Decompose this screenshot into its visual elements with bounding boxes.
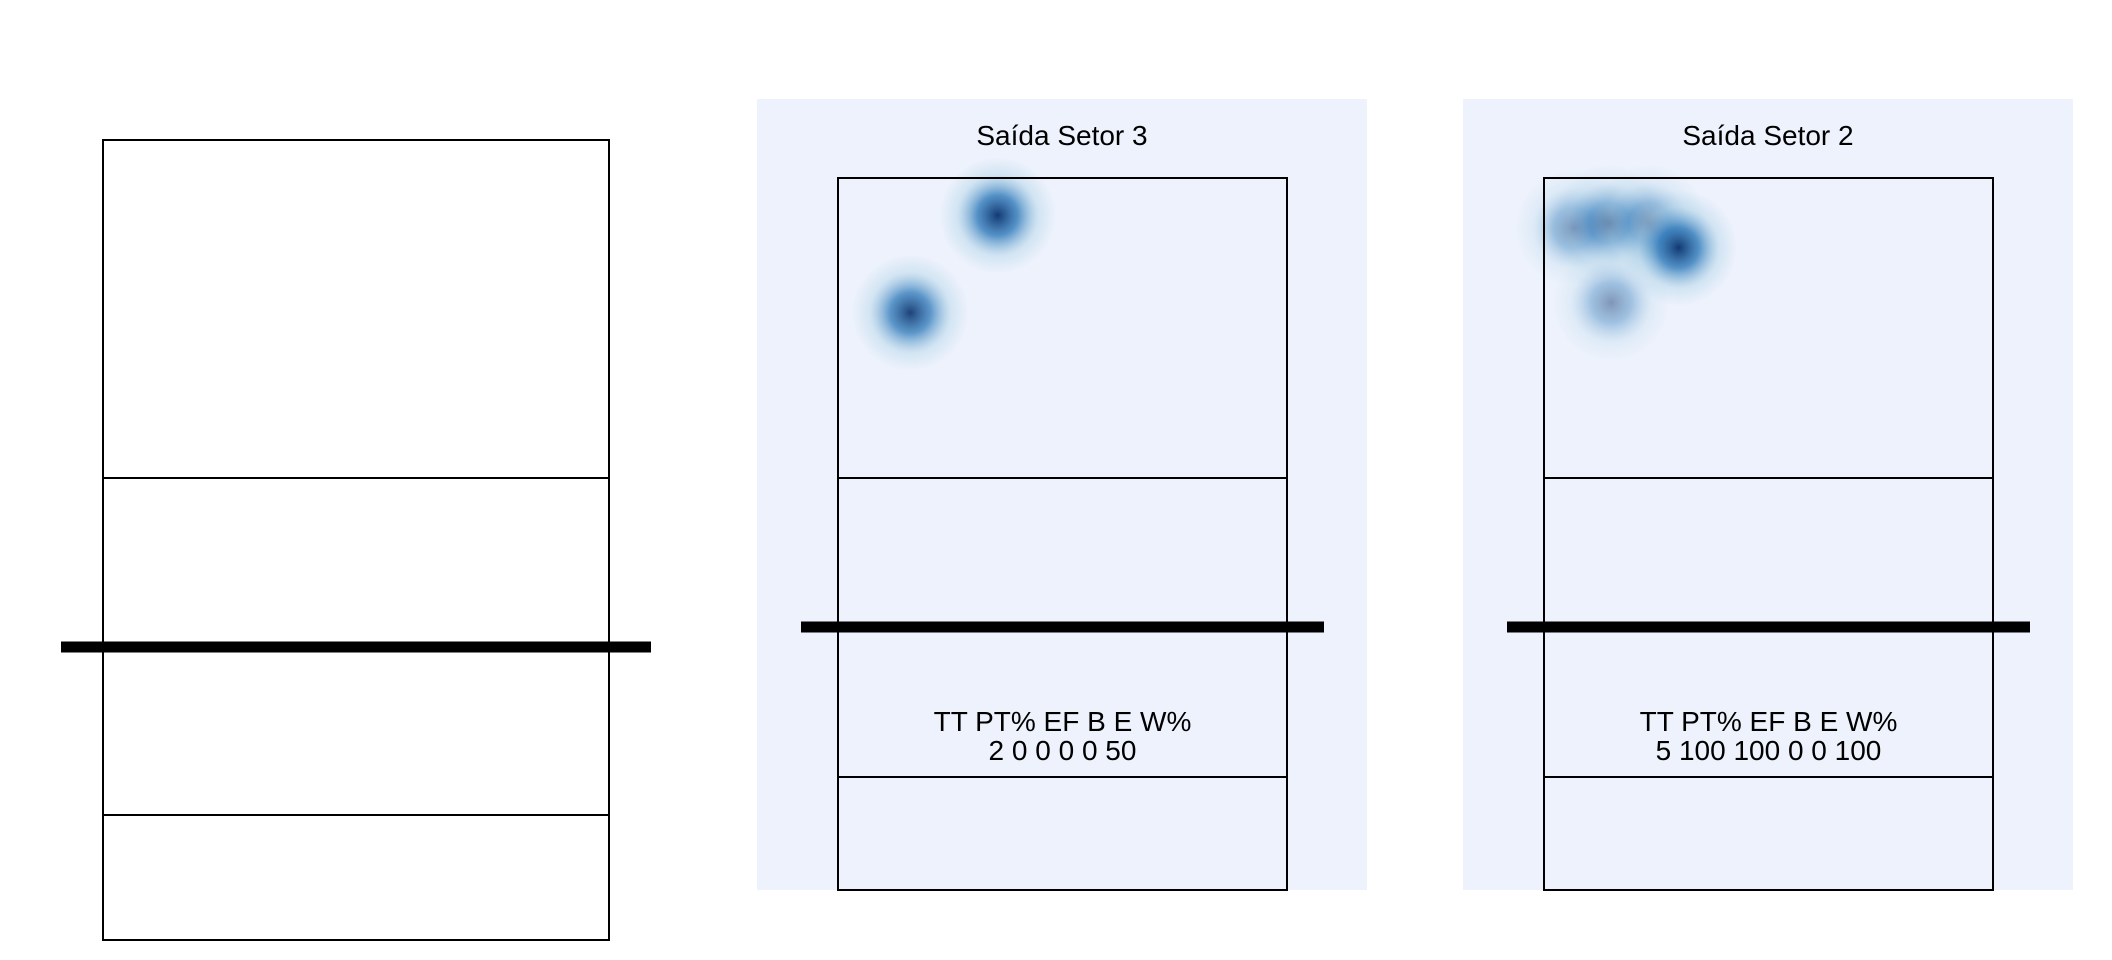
stats-values: 2 0 0 0 0 50 — [989, 735, 1137, 766]
panel-title: Saída Setor 3 — [976, 120, 1147, 151]
court-outline — [1543, 177, 1994, 891]
heat-point — [1620, 189, 1737, 306]
court-panel-empty — [61, 139, 651, 941]
heat-point — [939, 157, 1056, 274]
court-panel-setor-2: Saída Setor 2 TT PT% EF B E W%5 100 100 … — [1463, 99, 2073, 891]
court-outline — [837, 177, 1288, 891]
panel-title: Saída Setor 2 — [1682, 120, 1853, 151]
stats-headers: TT PT% EF B E W% — [1640, 706, 1898, 737]
court-panel-setor-3: Saída Setor 3 TT PT% EF B E W%2 0 0 0 0 … — [757, 99, 1367, 891]
court-outline — [102, 139, 610, 941]
panel-background — [757, 99, 1367, 890]
stats-table: TT PT% EF B E W%5 100 100 0 0 100 — [1640, 706, 1898, 766]
stats-table: TT PT% EF B E W%2 0 0 0 0 50 — [934, 706, 1192, 766]
stats-headers: TT PT% EF B E W% — [934, 706, 1192, 737]
heat-point — [852, 254, 969, 371]
heatmap-layer — [852, 157, 1056, 371]
stats-values: 5 100 100 0 0 100 — [1656, 735, 1882, 766]
